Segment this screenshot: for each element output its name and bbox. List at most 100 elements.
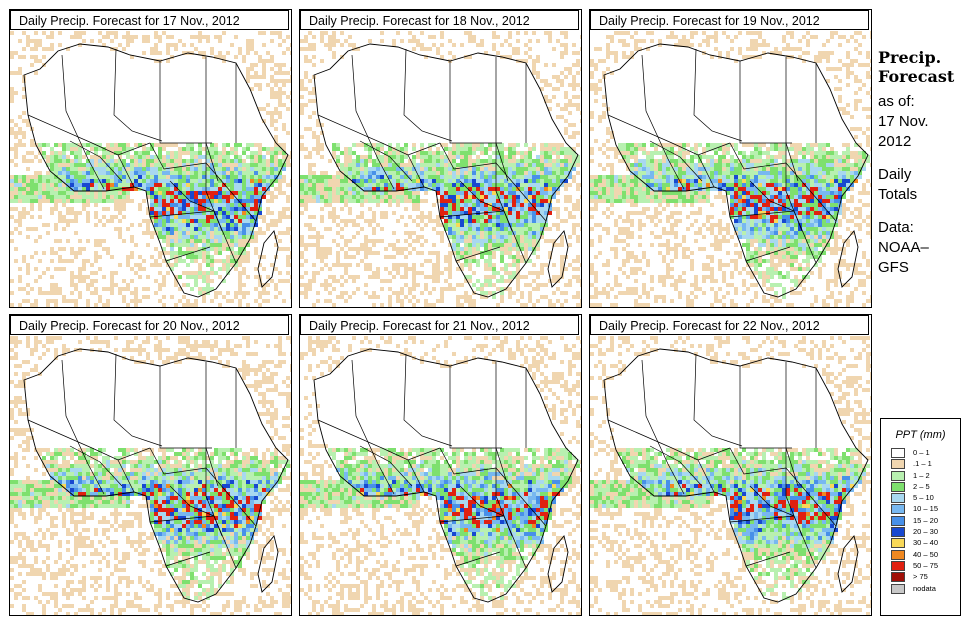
country-border xyxy=(149,142,257,222)
country-border xyxy=(403,353,453,447)
legend-swatch xyxy=(891,459,905,470)
legend-label: 5 – 10 xyxy=(913,493,934,503)
country-border xyxy=(641,359,685,495)
forecast-panel-6: Daily Precip. Forecast for 22 Nov., 2012 xyxy=(589,314,872,616)
legend-swatch xyxy=(891,515,905,526)
madagascar-outline xyxy=(837,535,859,593)
country-border xyxy=(455,246,501,262)
madagascar-outline xyxy=(547,535,569,593)
precip-map xyxy=(300,336,581,615)
country-border xyxy=(351,54,395,190)
legend-label: > 75 xyxy=(913,572,928,582)
panel-title: Daily Precip. Forecast for 20 Nov., 2012 xyxy=(10,315,289,335)
country-border xyxy=(113,353,163,447)
legend-swatch xyxy=(891,572,905,583)
country-border xyxy=(317,114,441,156)
madagascar-outline xyxy=(837,230,859,288)
legend-item: 15 – 20 xyxy=(881,515,960,526)
legend-item: nodata xyxy=(881,583,960,594)
country-border xyxy=(495,448,513,537)
data-source-label: Data: xyxy=(878,219,914,236)
precip-cells xyxy=(590,31,871,307)
legend-label: 2 – 5 xyxy=(913,481,930,491)
country-border xyxy=(495,143,513,232)
country-border xyxy=(739,366,792,449)
country-border xyxy=(449,61,502,144)
legend-label: .1 – 1 xyxy=(913,459,932,469)
legend-item: 50 – 75 xyxy=(881,560,960,571)
country-border xyxy=(61,54,105,190)
country-border xyxy=(649,445,703,487)
legend-swatch xyxy=(891,448,905,458)
country-border xyxy=(749,485,795,517)
country-border xyxy=(359,445,413,487)
data-source-line1: NOAA– xyxy=(878,239,929,256)
side-info: Precip. Forecast as of: 17 Nov. 2012 Dai… xyxy=(878,48,963,278)
country-border xyxy=(205,143,223,232)
forecast-panel-4: Daily Precip. Forecast for 20 Nov., 2012 xyxy=(9,314,292,616)
country-border xyxy=(149,447,257,527)
legend-title: PPT (mm) xyxy=(895,429,946,441)
as-of-year: 2012 xyxy=(878,133,912,150)
country-border xyxy=(607,114,731,156)
panel-title: Daily Precip. Forecast for 17 Nov., 2012 xyxy=(10,10,289,30)
country-border xyxy=(407,154,425,188)
country-border xyxy=(27,419,151,461)
data-source-line2: GFS xyxy=(878,259,909,276)
country-border xyxy=(359,140,413,182)
precip-map xyxy=(590,336,871,615)
country-border xyxy=(317,419,441,461)
legend-label: 15 – 20 xyxy=(913,515,939,525)
side-heading-line2: Forecast xyxy=(878,67,955,86)
country-border xyxy=(159,61,212,144)
country-border xyxy=(159,366,212,449)
country-border xyxy=(439,447,547,527)
legend-item: 40 – 50 xyxy=(881,549,960,560)
country-border xyxy=(117,459,135,493)
precip-map xyxy=(300,31,581,307)
country-border xyxy=(641,54,685,190)
country-border xyxy=(165,246,211,262)
legend-label: 40 – 50 xyxy=(913,549,939,559)
country-border xyxy=(61,359,105,495)
country-border xyxy=(729,142,837,222)
forecast-panel-2: Daily Precip. Forecast for 18 Nov., 2012 xyxy=(299,9,582,308)
legend-swatch xyxy=(891,538,905,549)
legend-swatch xyxy=(891,527,905,538)
country-border xyxy=(439,142,547,222)
legend-swatch xyxy=(891,549,905,560)
forecast-panel-3: Daily Precip. Forecast for 19 Nov., 2012 xyxy=(589,9,872,308)
country-border xyxy=(27,114,151,156)
precip-map xyxy=(10,336,291,615)
country-border xyxy=(205,448,223,537)
legend-item: .1 – 1 xyxy=(881,458,960,470)
legend-label: nodata xyxy=(913,583,936,593)
panel-title: Daily Precip. Forecast for 19 Nov., 2012 xyxy=(590,10,869,30)
country-border xyxy=(449,366,502,449)
legend-swatch xyxy=(891,583,905,594)
country-border xyxy=(69,140,123,182)
precip-map xyxy=(590,31,871,307)
country-border xyxy=(697,459,715,493)
legend-swatch xyxy=(891,470,905,481)
country-border xyxy=(117,154,135,188)
country-border xyxy=(407,459,425,493)
country-border xyxy=(785,448,803,537)
forecast-panel-1: Daily Precip. Forecast for 17 Nov., 2012 xyxy=(9,9,292,308)
country-border xyxy=(607,419,731,461)
legend-label: 30 – 40 xyxy=(913,538,939,548)
legend-label: 0 – 1 xyxy=(913,448,930,457)
panel-title: Daily Precip. Forecast for 18 Nov., 2012 xyxy=(300,10,579,30)
legend-item: 10 – 15 xyxy=(881,503,960,515)
legend-item: 0 – 1 xyxy=(881,447,960,458)
country-border xyxy=(785,143,803,232)
madagascar-outline xyxy=(257,535,279,593)
legend-item: 5 – 10 xyxy=(881,492,960,504)
as-of-label: as of: xyxy=(878,93,915,110)
panel-title: Daily Precip. Forecast for 22 Nov., 2012 xyxy=(590,315,869,335)
legend-swatch xyxy=(891,504,905,515)
legend-label: 20 – 30 xyxy=(913,527,939,537)
precip-cells xyxy=(590,336,871,615)
